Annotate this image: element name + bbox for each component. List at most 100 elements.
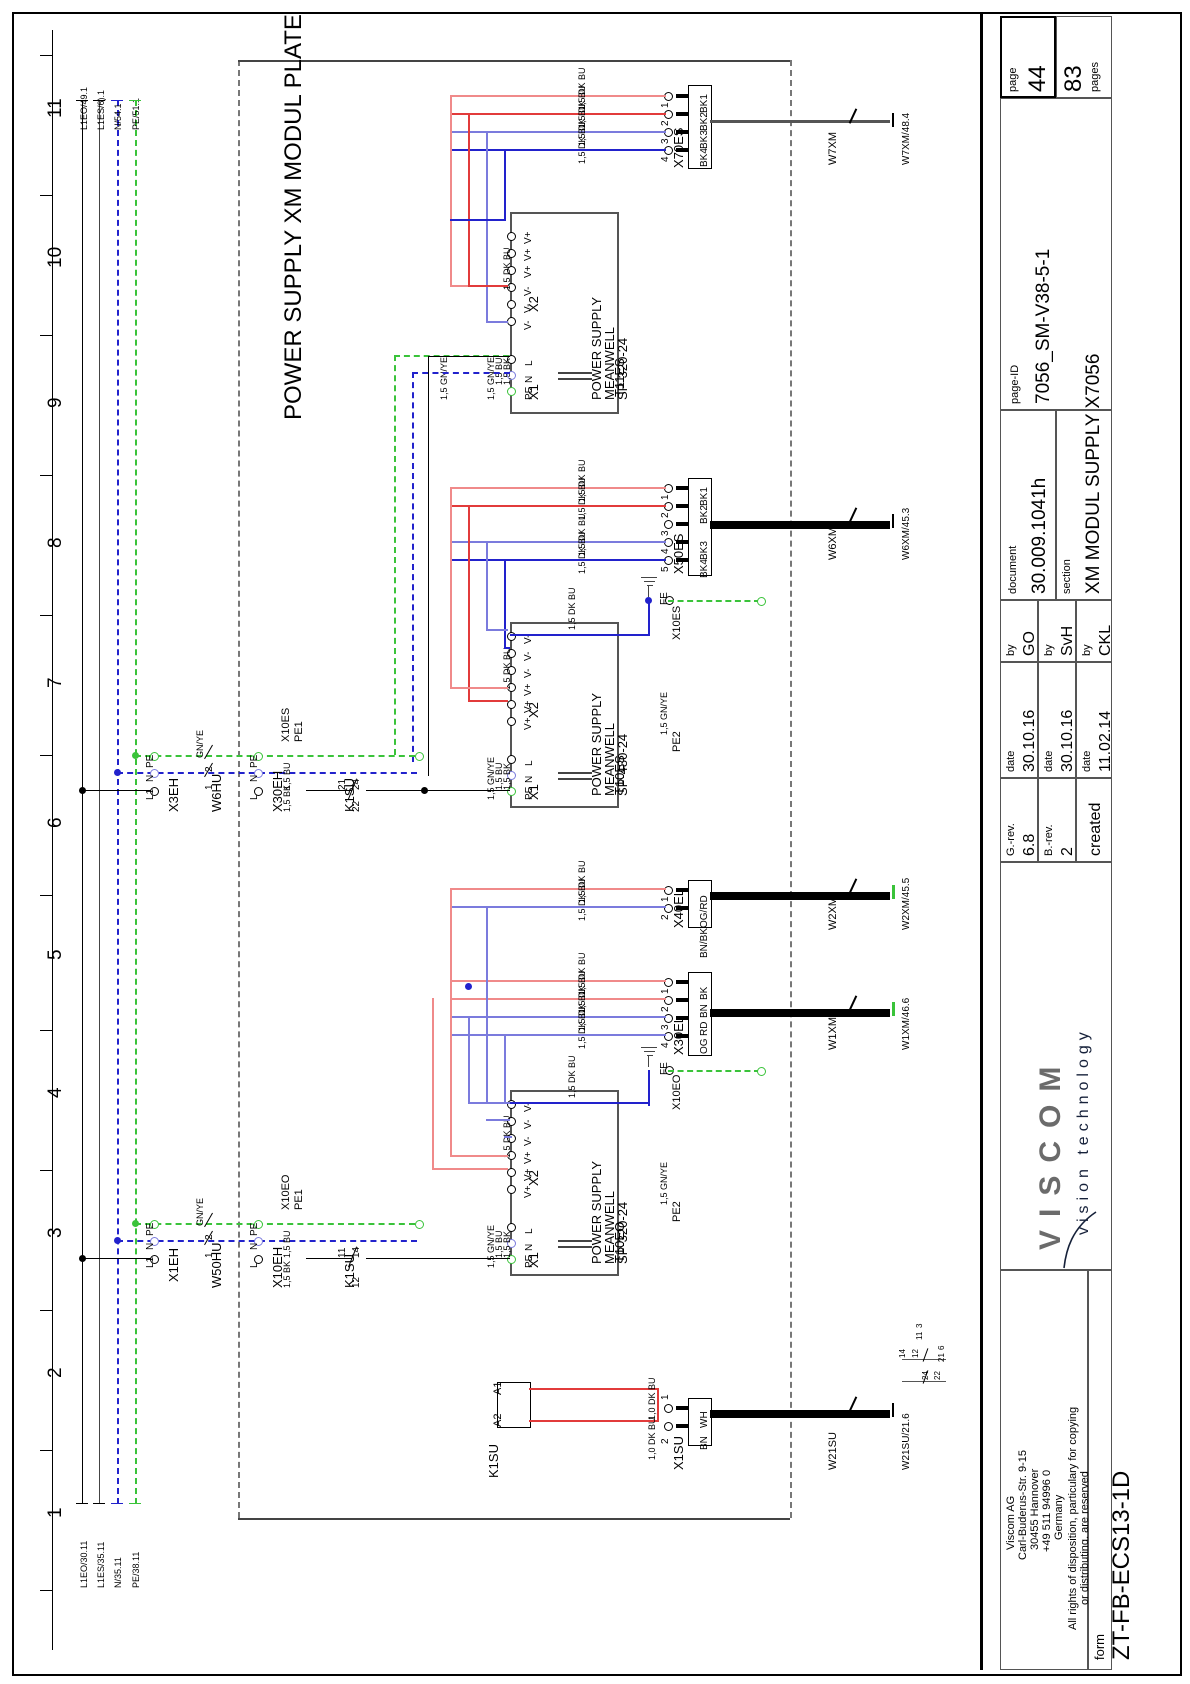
cmap-24: 24 [921, 1371, 930, 1380]
page-cell [1000, 16, 1056, 98]
panel-boundary-right [790, 60, 792, 1518]
bus-label-L1ES-bottom: L1ES/35.11 [96, 1541, 106, 1588]
col-num-4: 4 [45, 1087, 66, 1098]
by-label-2: by [1043, 644, 1055, 656]
date-value-1: 30.10.16 [1021, 709, 1038, 772]
date-label-1: date [1005, 750, 1017, 772]
X10ES-pe1-block: X10ES [280, 707, 292, 742]
pages-cell [1056, 16, 1112, 98]
t10es-dkbu-label: 1,5 DK BU [567, 587, 577, 630]
x30eh-l1: L [249, 794, 260, 800]
x3eh-l1: L1 [145, 788, 156, 800]
cmap-3: 3 [915, 1323, 924, 1328]
cable-W50HU: W50HU [209, 1242, 224, 1288]
cable-W21SU-target: W21SU/21.6 [901, 1413, 912, 1470]
bus-label-N-bottom: N/35.11 [113, 1557, 123, 1588]
cmap-6: 6 [937, 1345, 946, 1350]
cable-W6XM-label: W6XM [827, 527, 839, 560]
k1su-eo-12: 12 [351, 1276, 362, 1288]
psu-T11ES [510, 212, 619, 414]
by-cell-2 [1038, 600, 1076, 662]
X10EO-pe2-block: X10EO [671, 1074, 683, 1110]
page-id-label: page-ID [1009, 364, 1021, 404]
cable-W1XM-target: W1XM/46.6 [901, 997, 912, 1050]
logo-swoosh-icon [1063, 1211, 1097, 1269]
bus-label-L1EO-top: L1EO/49.1 [79, 86, 89, 130]
X1SU-label: X1SU [671, 1436, 686, 1470]
by-cell-3 [1076, 600, 1112, 662]
x1eh-pe: PE [145, 1222, 156, 1236]
pages-label: pages [1089, 62, 1101, 92]
form-label: form [1092, 1634, 1107, 1660]
col-num-10: 10 [45, 246, 66, 268]
bus-label-N-top: N/54.1 [113, 103, 123, 130]
rev-cell-3 [1076, 778, 1112, 862]
date-cell-1 [1000, 662, 1038, 778]
psu-T10EO-in-wire-bk: 1,5 BK [502, 1230, 512, 1258]
pe2-wire-es: 1,5 GN/YE [659, 691, 669, 735]
by-cell-1 [1000, 600, 1038, 662]
terminal-X3EH: X3EH [166, 778, 181, 812]
rev-label-1: G.-rev. [1005, 823, 1017, 856]
branch-eo-bu: 1,5 BU [282, 1230, 292, 1258]
psu-T10ES-out-wire: 1,5 DK BU [502, 647, 512, 690]
bus-PE [135, 100, 137, 1504]
psu-T10ES-in-wire-gnye: 1,5 GN/YE [486, 756, 496, 800]
company-line-4: +49 511 94996 0 [1041, 1469, 1053, 1552]
x10eh-pe: PE [249, 1222, 260, 1236]
X10ES-pe2-label: PE2 [671, 731, 683, 752]
rev-value-1: 6.8 [1021, 833, 1038, 856]
page-label: page [1007, 67, 1019, 92]
cable-W1XM [710, 1009, 890, 1017]
cmap-11: 11 [915, 1331, 924, 1340]
x10eh-n: N [249, 1242, 260, 1250]
created-label: created [1087, 802, 1104, 856]
cmap-12: 12 [911, 1349, 920, 1358]
date-label-2: date [1043, 750, 1055, 772]
branch-eo-bk: 1,5 BK [282, 1260, 292, 1288]
X10EO-pe1-label: PE1 [293, 1189, 305, 1210]
titleblock-separator [980, 14, 983, 1670]
page-id-value: 7056_SM-V38-5-1 [1033, 248, 1054, 404]
company-line-5: Germany [1053, 1494, 1065, 1540]
x30el-wire-4: 1,5 DK BU [577, 1006, 587, 1049]
company-cell [1000, 1270, 1088, 1670]
col-num-3: 3 [45, 1227, 66, 1238]
panel-boundary-bottom [238, 1518, 790, 1520]
relay-id: K1SU [486, 1444, 501, 1478]
pe2-wire-eo: 1,5 GN/YE [659, 1161, 669, 1205]
by-value-1: GO [1021, 631, 1038, 656]
cmap-22: 22 [933, 1371, 942, 1380]
cable-W2XM [710, 892, 890, 900]
x1eh-l1: L1 [145, 1256, 156, 1268]
panel-boundary-left [238, 60, 240, 1518]
rights-line-1: All rights of disposition, particulary f… [1067, 1406, 1079, 1630]
psu-T11ES-id: T11ES [612, 358, 627, 397]
form-value: ZT-FB-ECS13-1D [1108, 1470, 1135, 1660]
pages-value: 83 [1060, 65, 1087, 92]
company-line-3: 30455 Hannover [1029, 1468, 1041, 1550]
x3eh-n: N [145, 774, 156, 782]
cable-W2XM-label: W2XM [827, 897, 839, 930]
date-value-2: 30.10.16 [1059, 709, 1076, 772]
by-value-2: SvH [1059, 625, 1076, 656]
w6hu-n1: 1 [204, 784, 215, 790]
bus-label-PE-top: PE/51.1 [131, 97, 141, 130]
x1su-bn: BN [699, 1436, 710, 1450]
col-num-7: 7 [45, 677, 66, 688]
cable-W6XM [710, 521, 890, 529]
k1su-es-21: 21 [337, 778, 348, 790]
bus-label-L1EO-bottom: L1EO/30.11 [79, 1540, 89, 1588]
relay-A1: A1 [492, 1381, 504, 1395]
psu-T10EO-id: T10EO [612, 1221, 627, 1263]
rev-cell-2 [1038, 778, 1076, 862]
psu-T11ES-out-wire: 1,5 DK BU [502, 247, 512, 290]
x50es-wire-4: 1,5 DK BU [577, 531, 587, 574]
sheet-border [12, 12, 1182, 1676]
psu-T10ES-in-wire-bu: 1,5 BU [494, 762, 504, 790]
X10ES-pe2-block: X10ES [671, 605, 683, 640]
x1su-wh: WH [699, 1411, 710, 1428]
psu-T10ES-id: T10ES [612, 755, 627, 795]
cable-W1XM-label: W1XM [827, 1017, 839, 1050]
